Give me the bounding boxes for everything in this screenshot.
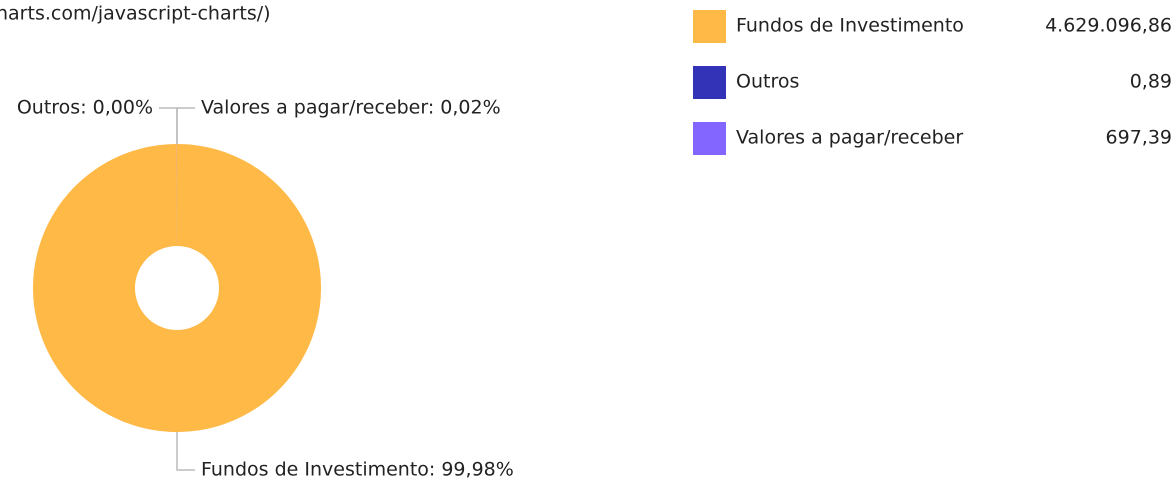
slice-label: Fundos de Investimento: 99,98% (201, 459, 514, 481)
legend-swatch (693, 122, 726, 155)
slice-label: Valores a pagar/receber: 0,02% (201, 97, 501, 119)
legend-label: Outros (736, 71, 799, 93)
legend-label: Fundos de Investimento (736, 15, 964, 37)
legend-value: 697,39 (1106, 127, 1172, 149)
credit: harts.com/javascript-charts/) (0, 3, 271, 25)
legend-swatch (693, 10, 726, 43)
leader-line (176, 432, 195, 471)
legend-label: Valores a pagar/receber (736, 127, 963, 149)
slice-label: Outros: 0,00% (17, 97, 153, 119)
legend-value: 0,89 (1130, 71, 1172, 93)
legend-swatch (693, 66, 726, 99)
legend-value: 4.629.096,86 (1045, 15, 1172, 37)
leader-line (176, 107, 195, 144)
slice (33, 144, 322, 432)
leader-line (159, 107, 178, 144)
